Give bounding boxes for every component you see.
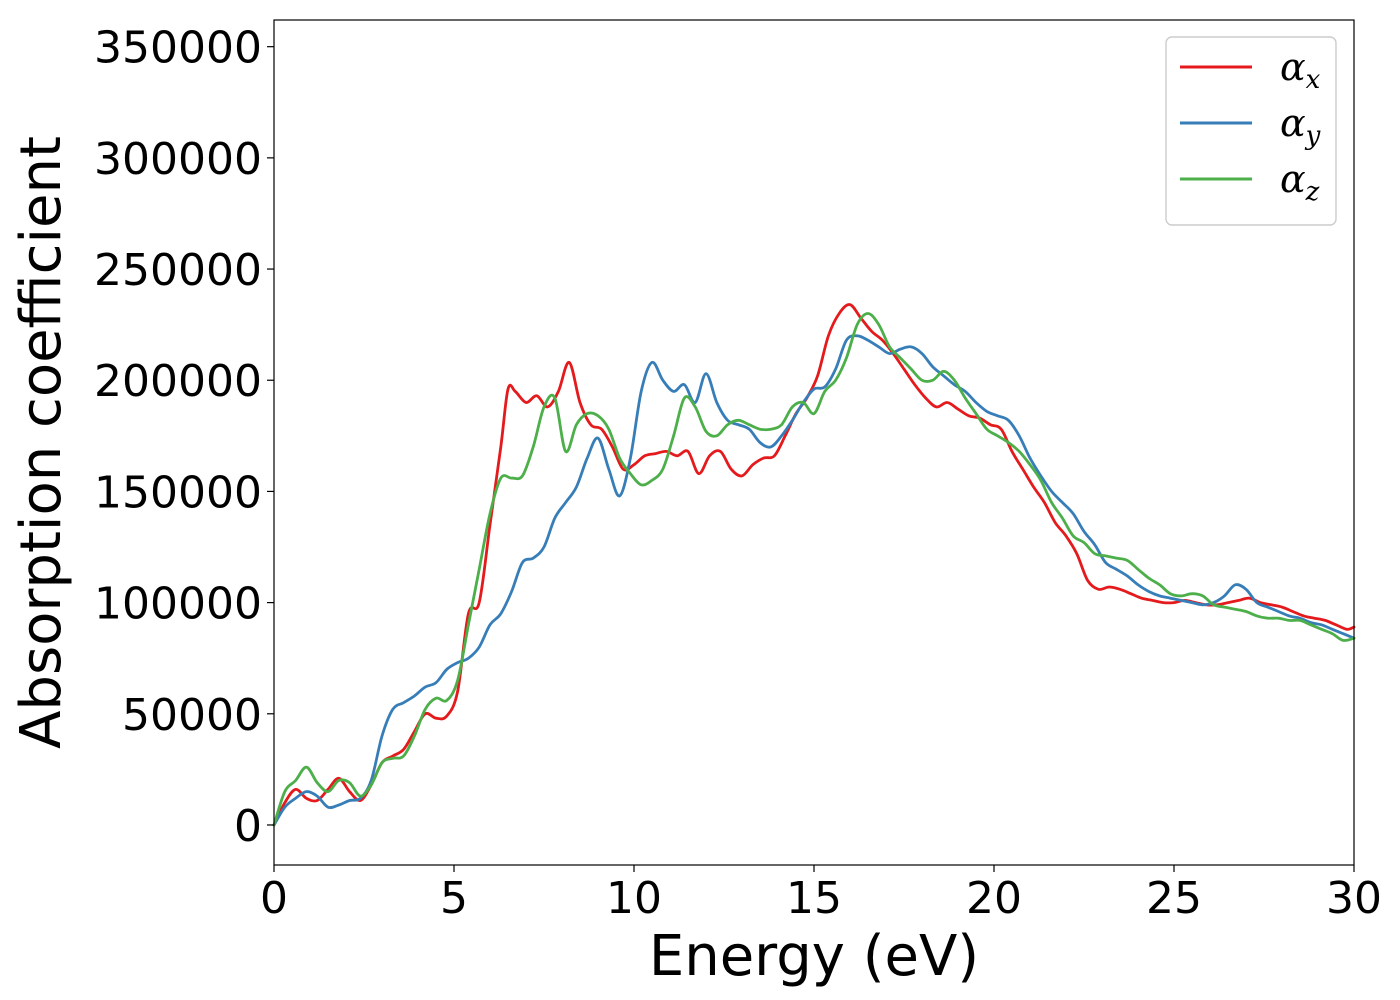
series-line-y [272,334,1356,827]
y-tick-label: 50000 [122,690,262,741]
legend-label-y: αy [1280,101,1321,151]
y-axis-label: Absorption coefficient [9,136,74,749]
y-tick-label: 0 [234,801,262,852]
x-tick-label: 15 [786,873,842,924]
y-tick-label: 350000 [94,23,262,74]
y-tick-label: 250000 [94,245,262,296]
x-tick-label: 0 [260,873,288,924]
tick-layer: 0 5 10 15 20 25 30 0 50000 100000 150000 200000 2500… [94,23,1382,924]
x-tick-label: 25 [1146,873,1202,924]
y-tick-label: 300000 [94,134,262,185]
x-tick-label: 5 [440,873,468,924]
plot-frame [273,19,1355,866]
legend: αx αy αz [1165,36,1337,226]
series-layer [272,303,1356,827]
y-tick-label: 150000 [94,467,262,518]
legend-label-z: αz [1280,157,1320,207]
x-tick-label: 20 [966,873,1022,924]
y-tick-label: 100000 [94,579,262,630]
x-tick-label: 10 [606,873,662,924]
series-line-z [272,312,1356,827]
legend-label-x: αx [1280,45,1321,95]
y-tick-label: 200000 [94,356,262,407]
x-tick-label: 30 [1326,873,1382,924]
x-axis-label: Energy (eV) [649,924,979,989]
